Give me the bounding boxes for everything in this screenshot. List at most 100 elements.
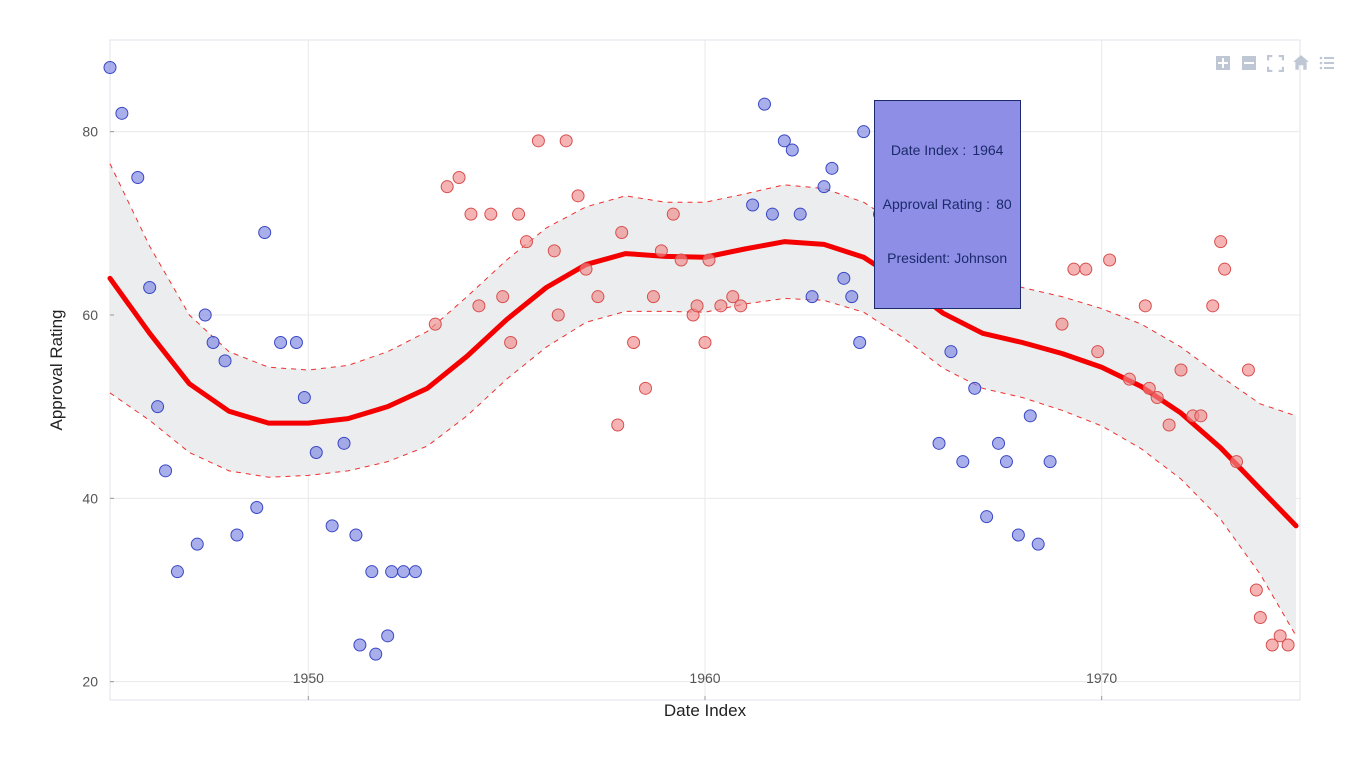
data-point[interactable] (747, 199, 759, 211)
data-point[interactable] (759, 98, 771, 110)
data-point[interactable] (104, 62, 116, 74)
data-point[interactable] (838, 272, 850, 284)
data-point[interactable] (1207, 300, 1219, 312)
data-point[interactable] (144, 282, 156, 294)
zoom-out-icon[interactable] (1240, 54, 1258, 72)
data-point[interactable] (310, 447, 322, 459)
data-point[interactable] (580, 263, 592, 275)
data-point[interactable] (1092, 346, 1104, 358)
data-point[interactable] (699, 337, 711, 349)
data-point[interactable] (1175, 364, 1187, 376)
home-icon[interactable] (1292, 54, 1310, 72)
data-point[interactable] (370, 648, 382, 660)
data-point[interactable] (858, 126, 870, 138)
data-point[interactable] (1231, 456, 1243, 468)
data-point[interactable] (794, 208, 806, 220)
data-point[interactable] (1104, 254, 1116, 266)
data-point[interactable] (207, 337, 219, 349)
data-point[interactable] (382, 630, 394, 642)
data-point[interactable] (1080, 263, 1092, 275)
data-point[interactable] (592, 291, 604, 303)
data-point[interactable] (1032, 538, 1044, 550)
data-point[interactable] (675, 254, 687, 266)
data-point[interactable] (691, 300, 703, 312)
data-point[interactable] (628, 337, 640, 349)
data-point[interactable] (290, 337, 302, 349)
data-point[interactable] (441, 181, 453, 193)
data-point[interactable] (854, 337, 866, 349)
data-point[interactable] (116, 107, 128, 119)
data-point[interactable] (846, 291, 858, 303)
data-point[interactable] (766, 208, 778, 220)
data-point[interactable] (160, 465, 172, 477)
data-point[interactable] (969, 382, 981, 394)
data-point[interactable] (826, 162, 838, 174)
data-point[interactable] (386, 566, 398, 578)
data-point[interactable] (560, 135, 572, 147)
data-point[interactable] (429, 318, 441, 330)
data-point[interactable] (485, 208, 497, 220)
data-point[interactable] (945, 346, 957, 358)
data-point[interactable] (1163, 419, 1175, 431)
data-point[interactable] (1012, 529, 1024, 541)
data-point[interactable] (532, 135, 544, 147)
data-point[interactable] (513, 208, 525, 220)
data-point[interactable] (1044, 456, 1056, 468)
data-point[interactable] (735, 300, 747, 312)
data-point[interactable] (1195, 410, 1207, 422)
data-point[interactable] (398, 566, 410, 578)
data-point[interactable] (1056, 318, 1068, 330)
data-point[interactable] (616, 227, 628, 239)
data-point[interactable] (1250, 584, 1262, 596)
data-point[interactable] (465, 208, 477, 220)
data-point[interactable] (132, 172, 144, 184)
data-point[interactable] (1024, 410, 1036, 422)
data-point[interactable] (647, 291, 659, 303)
data-point[interactable] (933, 437, 945, 449)
data-point[interactable] (548, 245, 560, 257)
data-point[interactable] (199, 309, 211, 321)
data-point[interactable] (505, 337, 517, 349)
data-point[interactable] (1282, 639, 1294, 651)
data-point[interactable] (981, 511, 993, 523)
data-point[interactable] (1123, 373, 1135, 385)
data-point[interactable] (1068, 263, 1080, 275)
data-point[interactable] (655, 245, 667, 257)
data-point[interactable] (1242, 364, 1254, 376)
data-point[interactable] (552, 309, 564, 321)
data-point[interactable] (497, 291, 509, 303)
data-point[interactable] (275, 337, 287, 349)
data-point[interactable] (612, 419, 624, 431)
data-point[interactable] (354, 639, 366, 651)
data-point[interactable] (338, 437, 350, 449)
data-point[interactable] (326, 520, 338, 532)
autoscale-icon[interactable] (1318, 54, 1336, 72)
data-point[interactable] (715, 300, 727, 312)
data-point[interactable] (152, 401, 164, 413)
data-point[interactable] (521, 236, 533, 248)
data-point[interactable] (409, 566, 421, 578)
data-point[interactable] (1151, 392, 1163, 404)
data-point[interactable] (191, 538, 203, 550)
data-point[interactable] (806, 291, 818, 303)
data-point[interactable] (818, 181, 830, 193)
data-point[interactable] (572, 190, 584, 202)
data-point[interactable] (298, 392, 310, 404)
data-point[interactable] (1219, 263, 1231, 275)
data-point[interactable] (366, 566, 378, 578)
data-point[interactable] (957, 456, 969, 468)
data-point[interactable] (667, 208, 679, 220)
data-point[interactable] (350, 529, 362, 541)
data-point[interactable] (259, 227, 271, 239)
data-point[interactable] (231, 529, 243, 541)
data-point[interactable] (1000, 456, 1012, 468)
data-point[interactable] (1254, 612, 1266, 624)
data-point[interactable] (251, 502, 263, 514)
fullscreen-icon[interactable] (1266, 54, 1284, 72)
data-point[interactable] (219, 355, 231, 367)
data-point[interactable] (1139, 300, 1151, 312)
data-point[interactable] (993, 437, 1005, 449)
data-point[interactable] (703, 254, 715, 266)
data-point[interactable] (453, 172, 465, 184)
data-point[interactable] (640, 382, 652, 394)
